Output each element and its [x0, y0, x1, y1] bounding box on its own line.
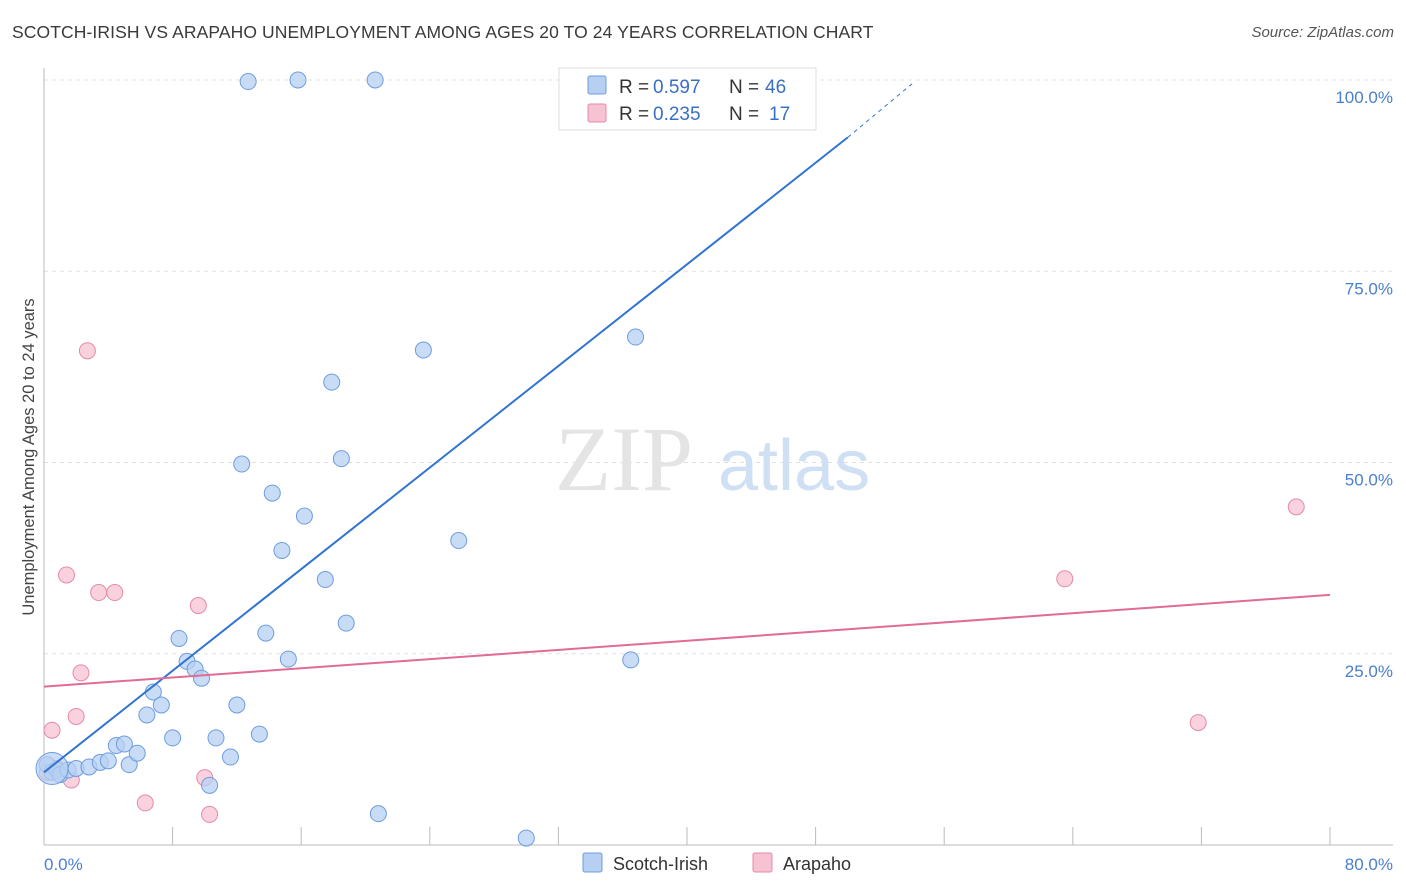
scotch-irish-trend-extension [847, 83, 913, 138]
legend-swatch-scotch-irish [587, 75, 607, 95]
scotch-irish-point-43 [622, 651, 640, 669]
scotch-irish-point-41 [450, 532, 468, 550]
watermark-atlas: atlas [718, 426, 870, 506]
scotch-irish-trend-line [43, 136, 849, 774]
trend-lines [43, 83, 1331, 774]
legend-n-label-1: N = [729, 77, 759, 98]
scotch-irish-point-35 [323, 373, 341, 391]
scotch-irish-point-17 [170, 629, 188, 647]
bottom-legend-arapaho: Arapaho [783, 854, 851, 874]
y-tick-label-25: 25.0% [1345, 662, 1393, 681]
chart-title: SCOTCH-IRISH VS ARAPAHO UNEMPLOYMENT AMO… [12, 22, 874, 42]
arapaho-point-4 [67, 707, 85, 725]
scotch-irish-point-32 [289, 71, 307, 89]
bottom-legend-swatch-scotch-irish [582, 852, 603, 873]
scotch-irish-point-22 [207, 729, 225, 747]
arapaho-point-13 [1056, 570, 1074, 588]
bottom-legend-scotch-irish: Scotch-Irish [613, 854, 708, 874]
legend-n-label-2: N = [729, 104, 759, 125]
scotch-irish-point-15 [152, 696, 170, 714]
correlation-legend: R = 0.597 N = 46 R = 0.235 N = 17 [558, 67, 817, 131]
scotch-irish-point-28 [257, 624, 275, 642]
x-tick-label-max: 80.0% [1345, 855, 1393, 874]
scotch-irish-point-39 [369, 805, 387, 823]
scotch-irish-point-13 [138, 706, 156, 724]
arapaho-point-6 [78, 342, 96, 360]
arapaho-point-8 [106, 584, 124, 602]
bottom-legend-swatch-arapaho [752, 852, 773, 873]
arapaho-trend-line [43, 593, 1331, 688]
x-tick-label-min: 0.0% [44, 855, 83, 874]
arapaho-point-7 [90, 584, 108, 602]
scotch-irish-point-29 [263, 484, 281, 502]
legend-n-value-2: 17 [769, 104, 790, 125]
watermark: ZIP atlas [555, 408, 870, 510]
grid-lines [44, 79, 1393, 655]
scotch-irish-point-31 [279, 650, 297, 668]
scotch-irish-point-16 [164, 729, 182, 747]
scotch-irish-point-24 [228, 696, 246, 714]
scotch-irish-point-23 [221, 748, 239, 766]
arapaho-point-14 [1189, 714, 1207, 732]
legend-swatch-arapaho [587, 103, 607, 123]
y-axis-label: Unemployment Among Ages 20 to 24 years [20, 298, 38, 615]
legend-r-label-2: R = [619, 104, 649, 125]
scotch-irish-point-25 [233, 455, 251, 473]
scotch-irish-point-20 [193, 669, 211, 687]
scotch-irish-point-33 [295, 507, 313, 525]
scotch-irish-point-36 [332, 450, 350, 468]
scotch-irish-point-40 [414, 341, 432, 359]
arapaho-point-2 [58, 566, 76, 584]
scotch-irish-point-34 [316, 571, 334, 589]
arapaho-points [38, 342, 1305, 823]
source-credit: Source: ZipAtlas.com [1251, 24, 1394, 41]
arapaho-point-1 [43, 721, 61, 739]
scotch-irish-points [35, 71, 770, 847]
watermark-zip: ZIP [555, 408, 693, 510]
arapaho-point-12 [201, 805, 219, 823]
series-legend: Scotch-Irish Arapaho [582, 852, 851, 874]
y-tick-labels: 25.0% 50.0% 75.0% 100.0% [1335, 88, 1393, 681]
scotch-irish-point-30 [273, 541, 291, 559]
scotch-irish-point-21 [201, 776, 219, 794]
legend-r-label-1: R = [619, 77, 649, 98]
scotch-irish-point-8 [99, 752, 117, 770]
arapaho-point-9 [136, 794, 154, 812]
legend-r-value-1: 0.597 [653, 77, 701, 98]
scotch-irish-point-12 [128, 744, 146, 762]
scotch-irish-point-38 [366, 71, 384, 89]
scotch-irish-point-10 [115, 735, 133, 753]
y-tick-label-50: 50.0% [1345, 471, 1393, 490]
scotch-irish-point-44 [627, 328, 645, 346]
arapaho-point-10 [189, 597, 207, 615]
scotch-irish-point-37 [337, 614, 355, 632]
y-tick-label-75: 75.0% [1345, 279, 1393, 298]
arapaho-point-15 [1287, 498, 1305, 516]
arapaho-point-5 [72, 664, 90, 682]
legend-r-value-2: 0.235 [653, 104, 701, 125]
legend-n-value-1: 46 [765, 77, 786, 98]
scotch-irish-point-27 [250, 725, 268, 743]
scotch-irish-point-26 [239, 73, 257, 91]
scotch-irish-point-42 [517, 829, 535, 847]
x-axis-ticks [172, 827, 1331, 845]
y-tick-label-100: 100.0% [1335, 88, 1393, 107]
